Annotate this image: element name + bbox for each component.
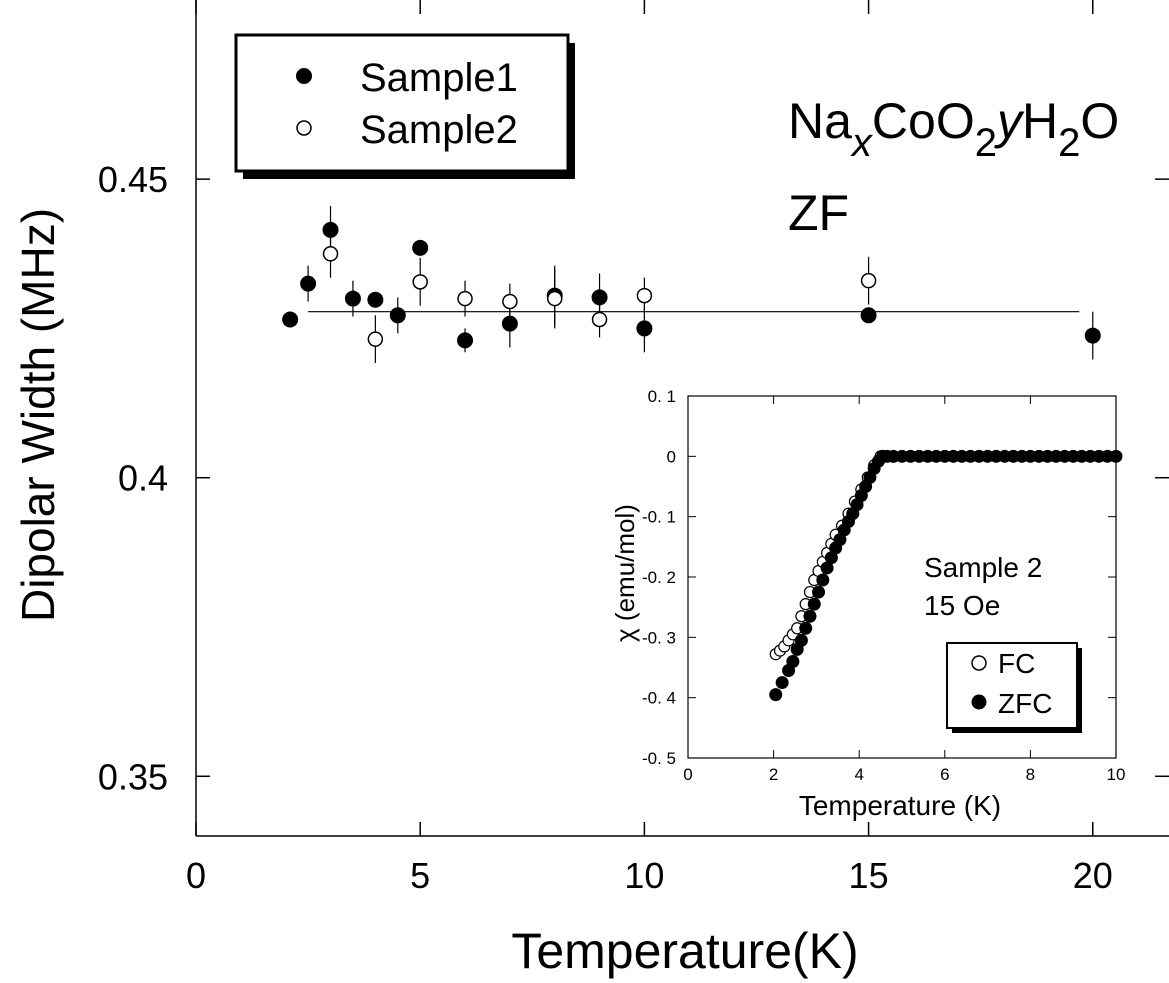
inset-y-tick-label: 0: [667, 447, 676, 466]
inset-x-tick-label: 10: [1107, 765, 1126, 784]
legend-marker-fc: [971, 655, 987, 671]
legend-marker-zfc: [971, 694, 987, 710]
legend-label-zfc: ZFC: [998, 688, 1052, 719]
main-x-tick-label: 20: [1073, 855, 1113, 896]
inset-y-tick-label: 0. 1: [648, 387, 676, 406]
main-y-tick-label: 0.35: [98, 756, 168, 797]
main-x-tick-label: 5: [410, 855, 430, 896]
inset-axis-ticks: 0 2 4 6 8 10 0. 1 0 -0. 1 -0. 2 -0. 3 -0. 4 -0. 5: [642, 387, 1125, 784]
formula-part-sub2b: 2: [1058, 121, 1080, 165]
inset-series-zfc-point: [812, 585, 826, 599]
series-sample2-point: [457, 290, 473, 307]
inset-x-tick-label: 2: [769, 765, 778, 784]
series-sample1-point: [282, 311, 299, 328]
formula-part-o: O: [1080, 93, 1119, 149]
series-sample1-point: [1084, 327, 1101, 344]
main-legend: Sample1 Sample2: [234, 33, 575, 179]
inset-y-tick-label: -0. 1: [642, 508, 676, 527]
inset-y-tick-label: -0. 4: [642, 689, 676, 708]
series-sample2-point: [860, 272, 877, 289]
formula-part-h: H: [1022, 93, 1058, 149]
series-sample1-point: [501, 315, 518, 332]
inset-series-zfc-point: [799, 621, 813, 635]
series-sample1-point: [860, 307, 877, 324]
inset-series-zfc-point: [775, 676, 789, 690]
formula-part-y: y: [994, 93, 1025, 149]
inset-x-tick-label: 6: [940, 765, 949, 784]
main-axis-ticks: 0 5 10 15 200.350.40.45: [98, 0, 1169, 896]
inset-legend-box: [946, 642, 1078, 729]
inset-x-tick-label: 4: [854, 765, 863, 784]
inset-y-tick-label: -0. 2: [642, 568, 676, 587]
inset-y-axis-label: χ (emu/mol): [610, 504, 640, 642]
series-sample1-point: [591, 289, 608, 306]
series-sample1-point: [412, 239, 429, 256]
inset-series-zfc-point: [820, 561, 834, 575]
inset-series-zfc-point: [1109, 449, 1123, 463]
inset-series-zfc-point: [807, 597, 821, 611]
legend-marker-sample2: [296, 120, 312, 136]
series-sample1-point: [300, 275, 317, 292]
formula-annotation: NaxCoO2yH2O: [788, 93, 1119, 165]
inset-annotation-field: 15 Oe: [924, 590, 1000, 621]
series-sample2-point: [636, 287, 653, 304]
formula-part-coo: CoO: [872, 93, 975, 149]
series-sample2-point: [412, 274, 428, 290]
inset-series-zfc-point: [769, 688, 783, 702]
series-sample2-point: [322, 246, 339, 262]
series-sample1-point: [457, 332, 474, 349]
inset-x-tick-label: 0: [683, 765, 692, 784]
series-sample1-point: [344, 290, 361, 307]
inset-data-points: [769, 449, 1123, 702]
legend-label-fc: FC: [998, 648, 1035, 679]
legend-marker-sample1: [296, 68, 312, 84]
main-y-axis-label: Dipolar Width (MHz): [12, 208, 64, 622]
series-sample1-point: [389, 307, 406, 324]
main-x-tick-label: 15: [849, 855, 889, 896]
inset-x-tick-label: 8: [1026, 765, 1035, 784]
inset-series-zfc-point: [794, 633, 808, 647]
formula-part-x: x: [850, 121, 874, 165]
main-x-tick-label: 10: [624, 855, 664, 896]
zf-annotation: ZF: [788, 185, 849, 241]
inset-y-tick-label: -0. 3: [642, 628, 676, 647]
main-x-axis-label: Temperature(K): [511, 923, 858, 979]
inset-x-axis-label: Temperature (K): [799, 790, 1001, 821]
main-y-tick-label: 0.45: [98, 159, 168, 200]
main-x-tick-label: 0: [186, 855, 206, 896]
series-sample2-point: [367, 331, 384, 347]
series-sample1-point: [636, 320, 653, 337]
main-plot-frame: [195, 0, 1169, 837]
main-data-points: [282, 206, 1101, 364]
series-sample2-point: [591, 311, 608, 328]
inset-legend: FC ZFC: [946, 642, 1082, 733]
inset-series-zfc-point: [786, 654, 800, 668]
inset-series-zfc-point: [816, 573, 830, 587]
inset-annotation-sample: Sample 2: [924, 552, 1042, 583]
inset-series-zfc-point: [803, 609, 817, 623]
series-sample2-point: [546, 290, 563, 307]
legend-label-sample2: Sample2: [360, 108, 518, 152]
series-sample2-point: [502, 293, 518, 310]
main-y-tick-label: 0.4: [118, 458, 168, 499]
inset-y-tick-label: -0. 5: [642, 749, 676, 768]
formula-part-na: Na: [788, 93, 852, 149]
main-legend-box: [234, 33, 570, 173]
series-sample1-point: [367, 291, 384, 308]
legend-label-sample1: Sample1: [360, 56, 518, 100]
formula-part-sub2a: 2: [975, 121, 997, 165]
